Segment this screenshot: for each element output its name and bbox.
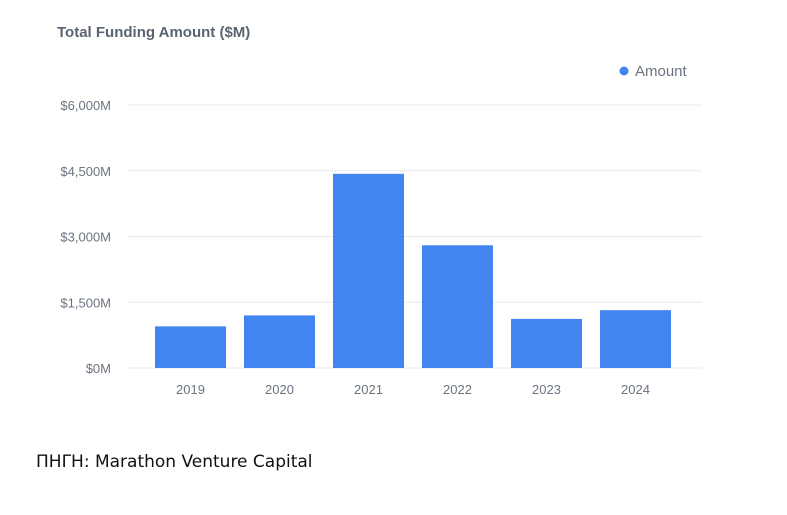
y-tick-label: $1,500M: [60, 295, 111, 310]
bars: [155, 173, 671, 368]
y-tick-label: $6,000M: [60, 98, 111, 113]
bar-2024: [600, 310, 671, 368]
x-tick-label: 2024: [621, 382, 650, 397]
bar-2021: [333, 173, 404, 368]
x-tick-label: 2021: [354, 382, 383, 397]
bar-2023: [511, 318, 582, 368]
x-axis-ticks: 2019 2020 2021 2022 2023 2024: [176, 382, 650, 397]
bar-2022: [422, 245, 493, 368]
source-caption: ΠΗΓΗ: Marathon Venture Capital: [36, 452, 313, 472]
legend-swatch-amount: [619, 66, 629, 76]
chart-title: Total Funding Amount ($M): [57, 24, 251, 41]
x-tick-label: 2020: [265, 382, 294, 397]
y-tick-label: $3,000M: [60, 230, 111, 245]
y-tick-label: $4,500M: [60, 164, 111, 179]
x-tick-label: 2022: [443, 382, 472, 397]
legend: Amount: [619, 63, 688, 80]
legend-label-amount: Amount: [635, 63, 688, 80]
bar-2020: [244, 315, 315, 368]
y-axis-ticks: $0M $1,500M $3,000M $4,500M $6,000M: [60, 98, 111, 376]
x-tick-label: 2019: [176, 382, 205, 397]
y-tick-label: $0M: [86, 361, 111, 376]
bar-2019: [155, 326, 226, 368]
x-tick-label: 2023: [532, 382, 561, 397]
bar-chart: $0M $1,500M $3,000M $4,500M $6,000M 2019 2020…: [60, 63, 702, 397]
